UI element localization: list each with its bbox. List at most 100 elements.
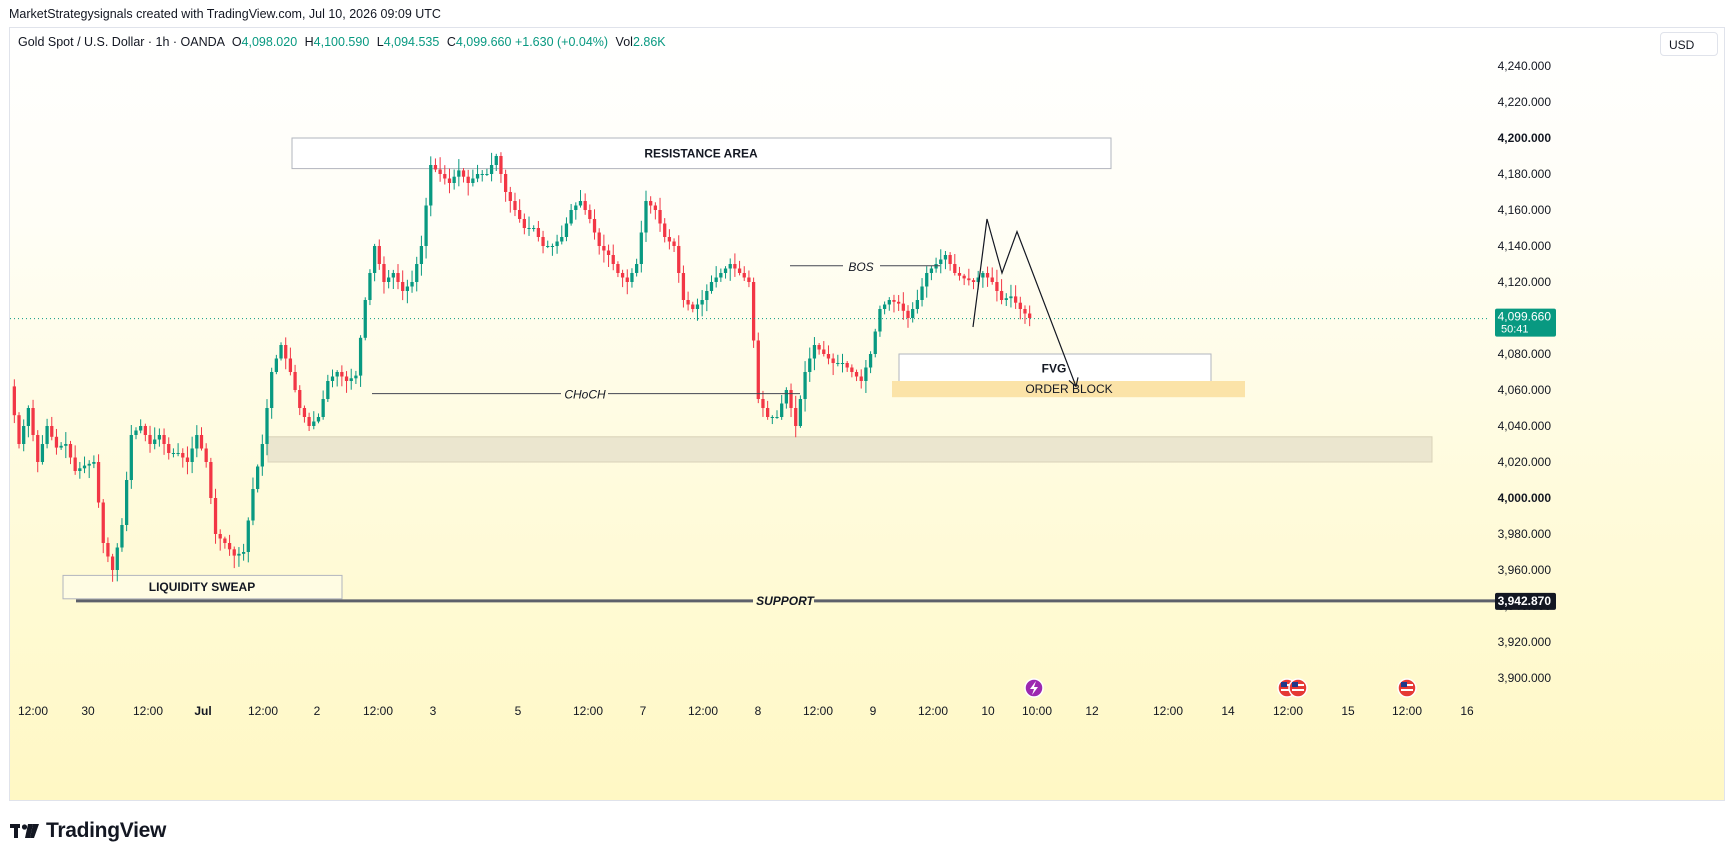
candle [22,419,26,452]
candle [728,258,732,281]
price-tick-label: 4,140.000 [1498,239,1552,253]
chart-pane[interactable]: RESISTANCE AREA BOS CHoCH FVG ORDER BLOCK LIQ… [9,27,1725,801]
candle-body [443,174,447,179]
candle [1009,284,1013,308]
candle [808,347,812,382]
time-tick-label: 10 [981,704,995,718]
time-tick-label: 5 [515,704,522,718]
candle [176,443,180,457]
candle-body [541,237,545,246]
candle [803,361,807,412]
time-tick-label: 12:00 [803,704,833,718]
candle-body [87,463,91,466]
candle-body [1004,298,1008,300]
time-tick-label: 8 [755,704,762,718]
time-tick-label: 12:00 [133,704,163,718]
candle [298,385,302,416]
candle-body [391,273,395,278]
candle [64,432,68,459]
candle-body [990,277,994,282]
annotations: RESISTANCE AREA BOS CHoCH FVG ORDER BLOCK LIQ… [10,146,1500,608]
candle-body [728,264,732,269]
candle-body [672,241,676,246]
candle [12,379,16,424]
candle [794,395,798,438]
candle [485,168,489,177]
candle [854,369,859,382]
time-tick-label: 12:00 [18,704,48,718]
tradingview-logo[interactable]: TradingView [10,818,166,844]
candle-body [550,246,555,247]
candle-body [868,354,873,368]
candle [929,265,934,281]
candle [527,216,531,236]
candle-body [653,205,657,210]
candle [377,239,381,270]
candle-body [864,367,868,381]
currency-selector[interactable]: USD [1660,32,1718,56]
candle [120,518,124,552]
demand-zone-box [267,436,1433,463]
candle-body [96,462,101,503]
candles [12,152,1032,582]
time-tick-label: 12:00 [1392,704,1422,718]
candle-body [237,553,241,556]
candle-body [513,201,517,210]
candle [971,278,976,290]
candle-body [658,210,662,224]
price-tick-label: 4,080.000 [1498,347,1552,361]
time-tick-label: 14 [1221,704,1235,718]
candle [50,416,54,441]
candle [241,543,246,561]
candle-body [475,174,480,179]
candle-body [363,300,367,338]
candle [260,434,264,476]
candle [518,199,522,223]
candle [433,158,438,173]
candle [761,390,765,417]
candle-body [836,363,840,364]
candle [999,279,1004,305]
flag-stripe [1292,689,1304,691]
candle [31,399,35,442]
candle [372,243,377,282]
candle [461,168,466,183]
candle [812,337,817,371]
candle-body [611,255,615,264]
candle-body [415,264,419,282]
time-tick-label: 15 [1341,704,1355,718]
candle-body [227,543,232,550]
time-tick-label: 7 [640,704,647,718]
candle-body [714,277,718,282]
candle-body [915,300,920,309]
candle [784,387,788,409]
candle-body [1009,296,1013,299]
bos-label: BOS [848,260,873,274]
candle [452,169,456,190]
candle [868,351,873,374]
candle-body [471,178,475,183]
candle [873,328,877,358]
candle [171,448,176,458]
candle-body [957,273,962,276]
candle-body [265,408,269,444]
candle-body [73,457,77,471]
time-tick-label: 12 [1085,704,1099,718]
time-tick-label: 12:00 [573,704,603,718]
candle-body [859,376,863,381]
candle-body [82,465,87,469]
candle-body [606,250,611,255]
candle-body [143,426,147,435]
candle-body [630,273,634,282]
time-tick-label: 12:00 [688,704,718,718]
time-tick-label: 9 [870,704,877,718]
candle [143,423,147,442]
candle-body [709,282,714,291]
price-tick-label: 4,220.000 [1498,95,1552,109]
candle-body [929,268,934,273]
us-flag-event-icon [1288,678,1308,698]
candlestick-chart[interactable]: RESISTANCE AREA BOS CHoCH FVG ORDER BLOCK LIQ… [10,28,1725,801]
candle-body [943,255,948,260]
candle-body [330,376,335,381]
